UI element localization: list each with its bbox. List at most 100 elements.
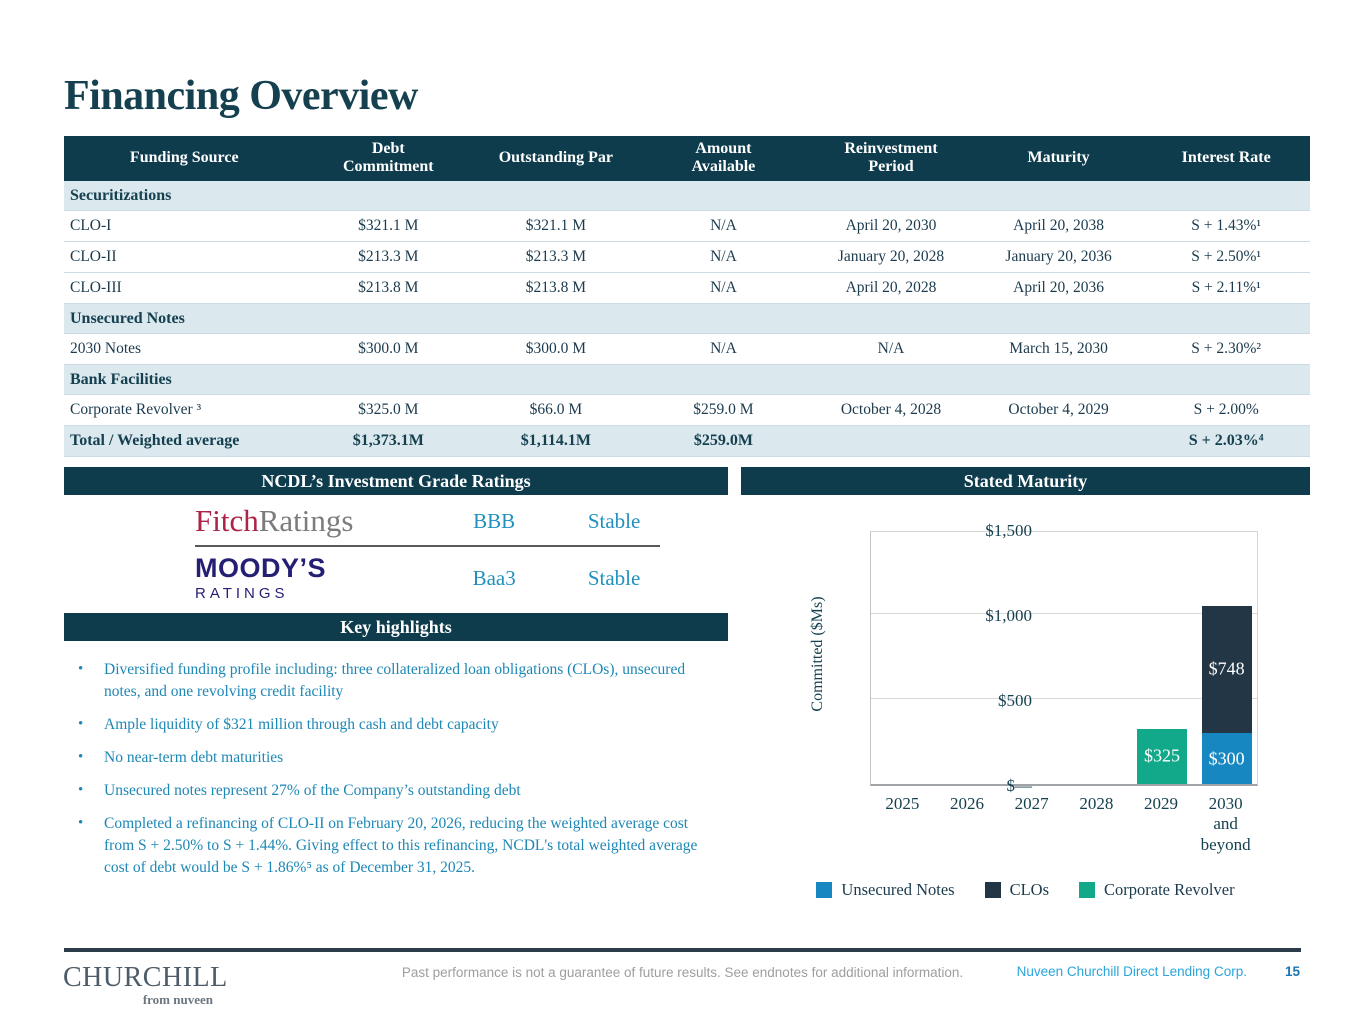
table-header-row: Funding Source Debt Commitment Outstanding… [64, 136, 1310, 181]
chart-plot-area: $325 $300 $748 [870, 531, 1258, 786]
table-cell: S + 1.43%¹ [1142, 210, 1310, 243]
table-cell: Total / Weighted average [64, 425, 305, 458]
fitch-rating-row: FitchRatings BBB Stable [195, 503, 660, 547]
stated-maturity-chart: Committed ($Ms) $325 $300 $748 $— $500 $1,00… [741, 495, 1310, 935]
table-row-section: Securitizations [64, 180, 1310, 212]
chart-gridline [871, 613, 1257, 614]
legend-label: Corporate Revolver [1104, 880, 1235, 899]
chart-x-tick-label: 2030 and beyond [1200, 794, 1251, 854]
fitch-ratings-logo: FitchRatings [195, 503, 448, 539]
moodys-rating-outlook: Stable [587, 565, 641, 590]
table-cell: April 20, 2038 [974, 210, 1143, 243]
table-cell: S + 2.03%⁴ [1142, 425, 1310, 458]
table-header-cell: Outstanding Par [472, 136, 640, 181]
table-cell: $300.0 M [304, 333, 473, 366]
table-cell: $325.0 M [304, 394, 473, 427]
table-cell: $1,373.1M [304, 425, 473, 458]
table-cell: $300.0 M [472, 333, 640, 366]
right-column: Stated Maturity Committed ($Ms) $325 $300… [741, 467, 1310, 935]
table-header-cell: Interest Rate [1142, 136, 1310, 181]
chart-bar-segment: $748 [1201, 605, 1252, 733]
fitch-rating-value: BBB [473, 508, 516, 533]
fitch-logo-word2: Ratings [258, 503, 354, 538]
table-cell: $66.0 M [472, 394, 640, 427]
table-header-cell: Maturity [974, 136, 1143, 181]
table-row-total: Total / Weighted average $1,373.1M $1,114.… [64, 425, 1310, 458]
chart-bar-segment: $300 [1201, 733, 1252, 784]
table-row-section: Unsecured Notes [64, 303, 1310, 335]
fitch-rating-outlook: Stable [587, 508, 641, 533]
chart-y-axis-title: Committed ($Ms) [809, 596, 826, 712]
chart-x-tick-label: 2026 [950, 794, 984, 813]
churchill-logo-tagline: from nuveen [142, 992, 213, 1007]
table-cell: $321.1 M [304, 210, 473, 243]
table-cell: N/A [639, 241, 808, 274]
chart-y-tick-label: $500 [998, 691, 1032, 710]
table-cell: N/A [639, 210, 808, 243]
key-highlight-item: Diversified funding profile including: t… [64, 659, 704, 703]
legend-label: CLOs [1009, 880, 1049, 899]
financing-table-head: Funding Source Debt Commitment Outstanding… [64, 136, 1310, 181]
key-highlights-header: Key highlights [64, 613, 728, 641]
table-cell: CLO-I [64, 210, 305, 243]
table-cell: January 20, 2028 [807, 241, 975, 274]
table-cell: CLO-III [64, 272, 305, 305]
footer-divider [64, 948, 1301, 952]
table-row-data: CLO-III $213.8 M $213.8 M N/A April 20, 2028… [64, 272, 1310, 305]
chart-legend-item: CLOs [984, 880, 1049, 900]
churchill-logo: CHURCHILL from nuveen [63, 962, 228, 1008]
table-cell: 2030 Notes [64, 333, 305, 366]
table-header-cell: Funding Source [64, 136, 305, 181]
financing-table-body: Securitizations CLO-I $321.1 M $321.1 M N/A A… [64, 180, 1310, 458]
legend-swatch-icon [1079, 882, 1095, 898]
table-cell: N/A [639, 333, 808, 366]
footer-right: Nuveen Churchill Direct Lending Corp. 15 [1017, 964, 1300, 979]
table-cell: April 20, 2030 [807, 210, 975, 243]
financing-table: Funding Source Debt Commitment Outstanding… [64, 136, 1310, 458]
table-cell: CLO-II [64, 241, 305, 274]
chart-x-tick-label: 2028 [1079, 794, 1114, 813]
table-cell: $213.3 M [472, 241, 640, 274]
footer-company-name: Nuveen Churchill Direct Lending Corp. [1016, 964, 1247, 979]
chart-y-tick-label: $— [1006, 776, 1033, 795]
table-cell: $1,114.1M [472, 425, 640, 458]
moodys-rating-value: Baa3 [472, 565, 516, 590]
key-highlight-item: No near-term debt maturities [64, 747, 704, 769]
table-cell: March 15, 2030 [974, 333, 1143, 366]
table-cell: S + 2.00% [1142, 394, 1310, 427]
table-cell: $259.0M [639, 425, 808, 458]
table-cell: S + 2.30%² [1142, 333, 1310, 366]
moodys-ratings-logo: MOODY’S RATINGS [195, 553, 448, 602]
table-row-data: CLO-I $321.1 M $321.1 M N/A April 20, 2030 Ap… [64, 210, 1310, 243]
table-cell: S + 2.50%¹ [1142, 241, 1310, 274]
chart-bar-segment: $325 [1137, 728, 1187, 784]
table-section-label: Securitizations [64, 180, 1310, 212]
chart-bar-value-label: $748 [1208, 658, 1245, 679]
table-cell: January 20, 2036 [974, 241, 1143, 274]
table-cell: October 4, 2029 [974, 394, 1143, 427]
legend-swatch-icon [816, 882, 833, 898]
footer-disclaimer: Past performance is not a guarantee of f… [401, 965, 964, 980]
churchill-logo-wordmark: CHURCHILL [63, 962, 228, 993]
table-cell: S + 2.11%¹ [1142, 272, 1310, 305]
key-highlight-item: Ample liquidity of $321 million through … [64, 714, 704, 736]
table-cell: $213.3 M [304, 241, 473, 274]
table-cell: Corporate Revolver ³ [64, 394, 305, 427]
legend-label: Unsecured Notes [841, 880, 955, 899]
table-row-data: CLO-II $213.3 M $213.3 M N/A January 20, 202… [64, 241, 1310, 274]
chart-legend-item: Unsecured Notes [816, 880, 955, 900]
table-row-data: 2030 Notes $300.0 M $300.0 M N/A N/A March 15… [64, 333, 1310, 366]
table-cell [974, 425, 1143, 458]
chart-x-tick-label: 2029 [1144, 794, 1178, 813]
legend-swatch-icon [984, 882, 1001, 898]
table-row-section: Bank Facilities [64, 364, 1310, 396]
chart-y-tick-label: $1,500 [985, 521, 1032, 540]
key-highlights-list: Diversified funding profile including: t… [64, 659, 704, 879]
moodys-logo-word1: MOODY’S [195, 553, 327, 583]
footer-page-number: 15 [1284, 964, 1300, 979]
table-cell [807, 425, 975, 458]
table-section-label: Bank Facilities [64, 364, 1310, 396]
chart-legend-item: Corporate Revolver [1079, 880, 1235, 900]
table-cell: April 20, 2028 [807, 272, 975, 305]
